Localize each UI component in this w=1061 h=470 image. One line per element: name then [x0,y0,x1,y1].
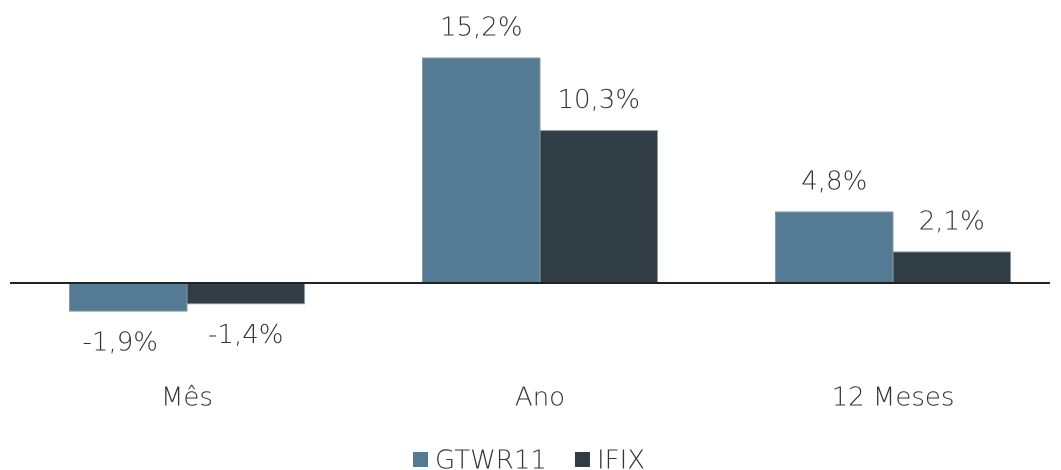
value-label: 15,2% [440,13,523,43]
bar [892,251,1011,284]
x-tick-label: Mês [161,383,213,413]
x-tick-label: Ano [515,383,565,413]
x-tick-label: 12 Meses [832,383,955,413]
legend-swatch [413,452,428,467]
legend-swatch [574,452,590,467]
bar [422,57,541,284]
bar [186,282,305,305]
legend-label: IFIX [597,446,645,470]
bar [775,211,894,284]
value-label: 10,3% [557,85,640,115]
value-label: 2,1% [919,206,985,236]
bar [539,130,658,284]
bar [69,282,188,312]
legend-label: GTWR11 [435,446,547,470]
value-label: -1,9% [83,328,158,358]
value-label: 4,8% [801,166,867,196]
value-label: -1,4% [208,320,283,350]
